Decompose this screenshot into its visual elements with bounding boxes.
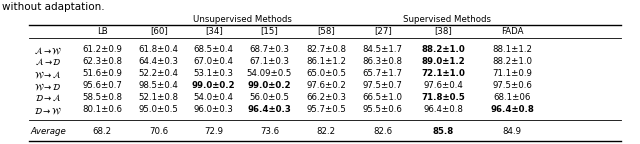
Text: 88.2±1.0: 88.2±1.0	[492, 57, 532, 67]
Text: 84.9: 84.9	[502, 126, 522, 136]
Text: 97.6±0.4: 97.6±0.4	[424, 82, 463, 90]
Text: 95.7±0.5: 95.7±0.5	[307, 106, 346, 114]
Text: 80.1±0.6: 80.1±0.6	[83, 106, 122, 114]
Text: 72.1±1.0: 72.1±1.0	[422, 70, 465, 78]
Text: 96.4±0.8: 96.4±0.8	[424, 106, 463, 114]
Text: 68.2: 68.2	[93, 126, 112, 136]
Text: 95.5±0.6: 95.5±0.6	[363, 106, 403, 114]
Text: 70.6: 70.6	[149, 126, 168, 136]
Text: 97.6±0.2: 97.6±0.2	[307, 82, 346, 90]
Text: 95.6±0.7: 95.6±0.7	[83, 82, 122, 90]
Text: 67.1±0.3: 67.1±0.3	[250, 57, 289, 67]
Text: [15]: [15]	[260, 26, 278, 36]
Text: 58.5±0.8: 58.5±0.8	[83, 93, 122, 103]
Text: [38]: [38]	[435, 26, 452, 36]
Text: 53.1±0.3: 53.1±0.3	[194, 70, 234, 78]
Text: 82.2: 82.2	[317, 126, 336, 136]
Text: Average: Average	[30, 126, 66, 136]
Text: 72.9: 72.9	[204, 126, 223, 136]
Text: 85.8: 85.8	[433, 126, 454, 136]
Text: 68.5±0.4: 68.5±0.4	[194, 46, 234, 54]
Text: 88.2±1.0: 88.2±1.0	[422, 46, 465, 54]
Text: 52.1±0.8: 52.1±0.8	[139, 93, 179, 103]
Text: 52.2±0.4: 52.2±0.4	[139, 70, 179, 78]
Text: $\mathcal{A}\rightarrow\mathcal{D}$: $\mathcal{A}\rightarrow\mathcal{D}$	[35, 57, 61, 67]
Text: [58]: [58]	[317, 26, 335, 36]
Text: 66.5±1.0: 66.5±1.0	[363, 93, 403, 103]
Text: 61.8±0.4: 61.8±0.4	[139, 46, 179, 54]
Text: 65.0±0.5: 65.0±0.5	[307, 70, 346, 78]
Text: 54.09±0.5: 54.09±0.5	[247, 70, 292, 78]
Text: $\mathcal{W}\rightarrow\mathcal{A}$: $\mathcal{W}\rightarrow\mathcal{A}$	[34, 69, 62, 79]
Text: without adaptation.: without adaptation.	[2, 2, 104, 12]
Text: 56.0±0.5: 56.0±0.5	[250, 93, 289, 103]
Text: 51.6±0.9: 51.6±0.9	[83, 70, 122, 78]
Text: 82.7±0.8: 82.7±0.8	[307, 46, 346, 54]
Text: 97.5±0.6: 97.5±0.6	[492, 82, 532, 90]
Text: FADA: FADA	[500, 26, 524, 36]
Text: 98.5±0.4: 98.5±0.4	[139, 82, 179, 90]
Text: 68.1±06: 68.1±06	[493, 93, 531, 103]
Text: 86.3±0.8: 86.3±0.8	[363, 57, 403, 67]
Text: 96.0±0.3: 96.0±0.3	[194, 106, 234, 114]
Text: Supervised Methods: Supervised Methods	[403, 15, 492, 23]
Text: 62.3±0.8: 62.3±0.8	[83, 57, 122, 67]
Text: 95.0±0.5: 95.0±0.5	[139, 106, 179, 114]
Text: $\mathcal{A}\rightarrow\mathcal{W}$: $\mathcal{A}\rightarrow\mathcal{W}$	[34, 44, 62, 55]
Text: 54.0±0.4: 54.0±0.4	[194, 93, 234, 103]
Text: [34]: [34]	[205, 26, 223, 36]
Text: 73.6: 73.6	[260, 126, 279, 136]
Text: 82.6: 82.6	[373, 126, 392, 136]
Text: 61.2±0.9: 61.2±0.9	[83, 46, 122, 54]
Text: 88.1±1.2: 88.1±1.2	[492, 46, 532, 54]
Text: 89.0±1.2: 89.0±1.2	[422, 57, 465, 67]
Text: 97.5±0.7: 97.5±0.7	[363, 82, 403, 90]
Text: 99.0±0.2: 99.0±0.2	[192, 82, 236, 90]
Text: 64.4±0.3: 64.4±0.3	[139, 57, 179, 67]
Text: 84.5±1.7: 84.5±1.7	[363, 46, 403, 54]
Text: 65.7±1.7: 65.7±1.7	[363, 70, 403, 78]
Text: 86.1±1.2: 86.1±1.2	[307, 57, 346, 67]
Text: $\mathcal{W}\rightarrow\mathcal{D}$: $\mathcal{W}\rightarrow\mathcal{D}$	[34, 80, 62, 91]
Text: [60]: [60]	[150, 26, 168, 36]
Text: 96.4±0.3: 96.4±0.3	[248, 106, 291, 114]
Text: 67.0±0.4: 67.0±0.4	[194, 57, 234, 67]
Text: [27]: [27]	[374, 26, 392, 36]
Text: 99.0±0.2: 99.0±0.2	[248, 82, 291, 90]
Text: 68.7±0.3: 68.7±0.3	[250, 46, 289, 54]
Text: 66.2±0.3: 66.2±0.3	[307, 93, 346, 103]
Text: 71.1±0.9: 71.1±0.9	[492, 70, 532, 78]
Text: 71.8±0.5: 71.8±0.5	[422, 93, 465, 103]
Text: Unsupervised Methods: Unsupervised Methods	[193, 15, 292, 23]
Text: $\mathcal{D}\rightarrow\mathcal{W}$: $\mathcal{D}\rightarrow\mathcal{W}$	[34, 105, 62, 115]
Text: $\mathcal{D}\rightarrow\mathcal{A}$: $\mathcal{D}\rightarrow\mathcal{A}$	[35, 93, 61, 103]
Text: LB: LB	[97, 26, 108, 36]
Text: 96.4±0.8: 96.4±0.8	[490, 106, 534, 114]
